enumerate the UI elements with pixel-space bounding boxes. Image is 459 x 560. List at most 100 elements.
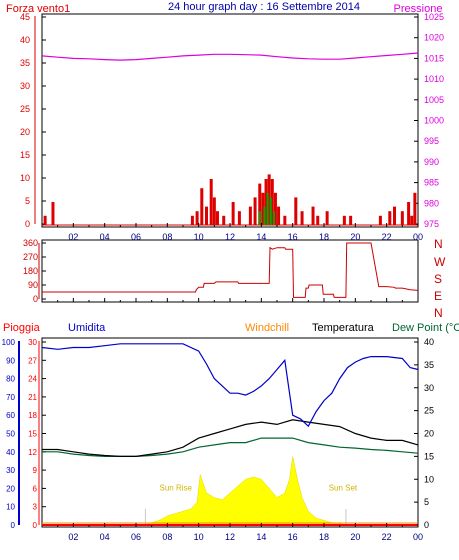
gust-bar (263, 206, 266, 225)
wind-bar (195, 211, 199, 225)
pressure-tick-label: 975 (424, 219, 439, 229)
temperature-tick-label: 10 (424, 474, 434, 484)
sun-area (143, 456, 348, 526)
pressure-tick-label: 990 (424, 157, 439, 167)
gust-bar (258, 211, 261, 225)
wind-bar (388, 211, 392, 225)
temperature-tick-label: 25 (424, 406, 434, 416)
wind-bar (270, 179, 274, 225)
direction-tick-label: 90 (28, 280, 38, 290)
x-tick-label: 14 (256, 232, 266, 242)
pressure-tick-label: 1020 (424, 33, 444, 43)
wind-tick-label: 5 (25, 196, 30, 206)
temperature-line (42, 419, 419, 457)
rain-tick-label: 15 (28, 430, 37, 439)
rain-tick-label: 12 (28, 448, 37, 457)
wind-bar (215, 211, 219, 225)
rain-tick-label: 3 (33, 503, 38, 512)
x-tick-label: 18 (319, 232, 329, 242)
x-tick-label: 14 (256, 532, 266, 542)
x-tick-label: 00 (413, 232, 423, 242)
gust-bar (266, 192, 269, 225)
wind-bar (294, 197, 298, 225)
rain-tick-label: 21 (28, 393, 37, 402)
wind-tick-label: 35 (20, 58, 30, 68)
pressure-tick-label: 1005 (424, 95, 444, 105)
humidity-tick-label: 80 (6, 375, 15, 384)
humidity-tick-label: 100 (2, 338, 16, 347)
legend-dewpoint: Dew Point (°C (392, 322, 459, 334)
compass-label: N (434, 306, 443, 320)
humidity-tick-label: 30 (6, 466, 15, 475)
wind-bar (311, 206, 315, 225)
temperature-tick-label: 30 (424, 383, 434, 393)
wind-bar (222, 215, 226, 225)
dewpoint-line (42, 437, 419, 457)
wind-bar (273, 192, 277, 225)
wind-bar (325, 211, 329, 225)
wind-bar (277, 206, 281, 225)
compass-label: S (434, 272, 442, 286)
pressure-axis-title: Pressione (394, 3, 443, 15)
direction-panel (41, 239, 419, 303)
compass-label: N (434, 237, 443, 251)
wind-tick-label: 20 (20, 127, 30, 137)
rain-tick-label: 9 (33, 466, 38, 475)
wind-bar (316, 215, 320, 225)
humidity-line (41, 343, 419, 428)
x-tick-label: 20 (350, 532, 360, 542)
wind-bar (237, 211, 241, 225)
wind-pressure-plot: 0510152025303540459759809859909951000100… (20, 12, 444, 242)
x-tick-label: 12 (225, 532, 235, 542)
chart-title: 24 hour graph day : 16 Settembre 2014 (168, 1, 360, 13)
x-tick-label: 04 (100, 232, 110, 242)
wind-bar (205, 206, 208, 225)
wind-bar (200, 188, 204, 225)
pressure-tick-label: 1015 (424, 53, 444, 63)
wind-bar (51, 202, 55, 225)
x-tick-label: 16 (288, 232, 298, 242)
wind-bar (258, 183, 262, 225)
legend-temperature: Temperatura (312, 322, 375, 334)
wind-bar (253, 197, 257, 225)
wind-bar (300, 211, 304, 225)
wind-bar (248, 206, 252, 225)
rain-tick-label: 27 (28, 356, 37, 365)
wind-tick-label: 15 (20, 150, 30, 160)
wind-tick-label: 40 (20, 35, 30, 45)
direction-tick-label: 0 (33, 294, 38, 304)
rain-tick-label: 6 (33, 484, 38, 493)
x-tick-label: 16 (288, 532, 298, 542)
sunset-label: Sun Set (329, 484, 358, 493)
wind-tick-label: 10 (20, 173, 30, 183)
wind-tick-label: 45 (20, 12, 30, 22)
x-tick-label: 00 (413, 532, 423, 542)
temperature-tick-label: 20 (424, 429, 434, 439)
temperature-tick-label: 35 (424, 360, 434, 370)
humidity-tick-label: 0 (11, 521, 16, 530)
x-tick-label: 02 (68, 532, 78, 542)
wind-bar (43, 215, 47, 225)
temperature-tick-label: 0 (424, 520, 429, 530)
wind-bar (209, 179, 213, 225)
humidity-tick-label: 60 (6, 411, 15, 420)
compass-label: W (434, 255, 446, 269)
direction-tick-label: 270 (23, 252, 38, 262)
pressure-tick-label: 980 (424, 198, 439, 208)
x-tick-label: 10 (194, 232, 204, 242)
wind-bar (267, 174, 271, 225)
wind-bar (264, 179, 268, 225)
wind-pressure-panel (41, 13, 419, 228)
x-tick-label: 18 (319, 532, 329, 542)
wind-bar (190, 215, 194, 225)
pressure-tick-label: 1000 (424, 116, 444, 126)
wind-bar (413, 192, 417, 225)
rain-tick-label: 0 (33, 521, 38, 530)
legend-humidity: Umidita (68, 322, 106, 334)
wind-bar (400, 211, 404, 225)
x-tick-label: 08 (162, 232, 172, 242)
wind-tick-label: 25 (20, 104, 30, 114)
rain-tick-label: 18 (28, 411, 37, 420)
